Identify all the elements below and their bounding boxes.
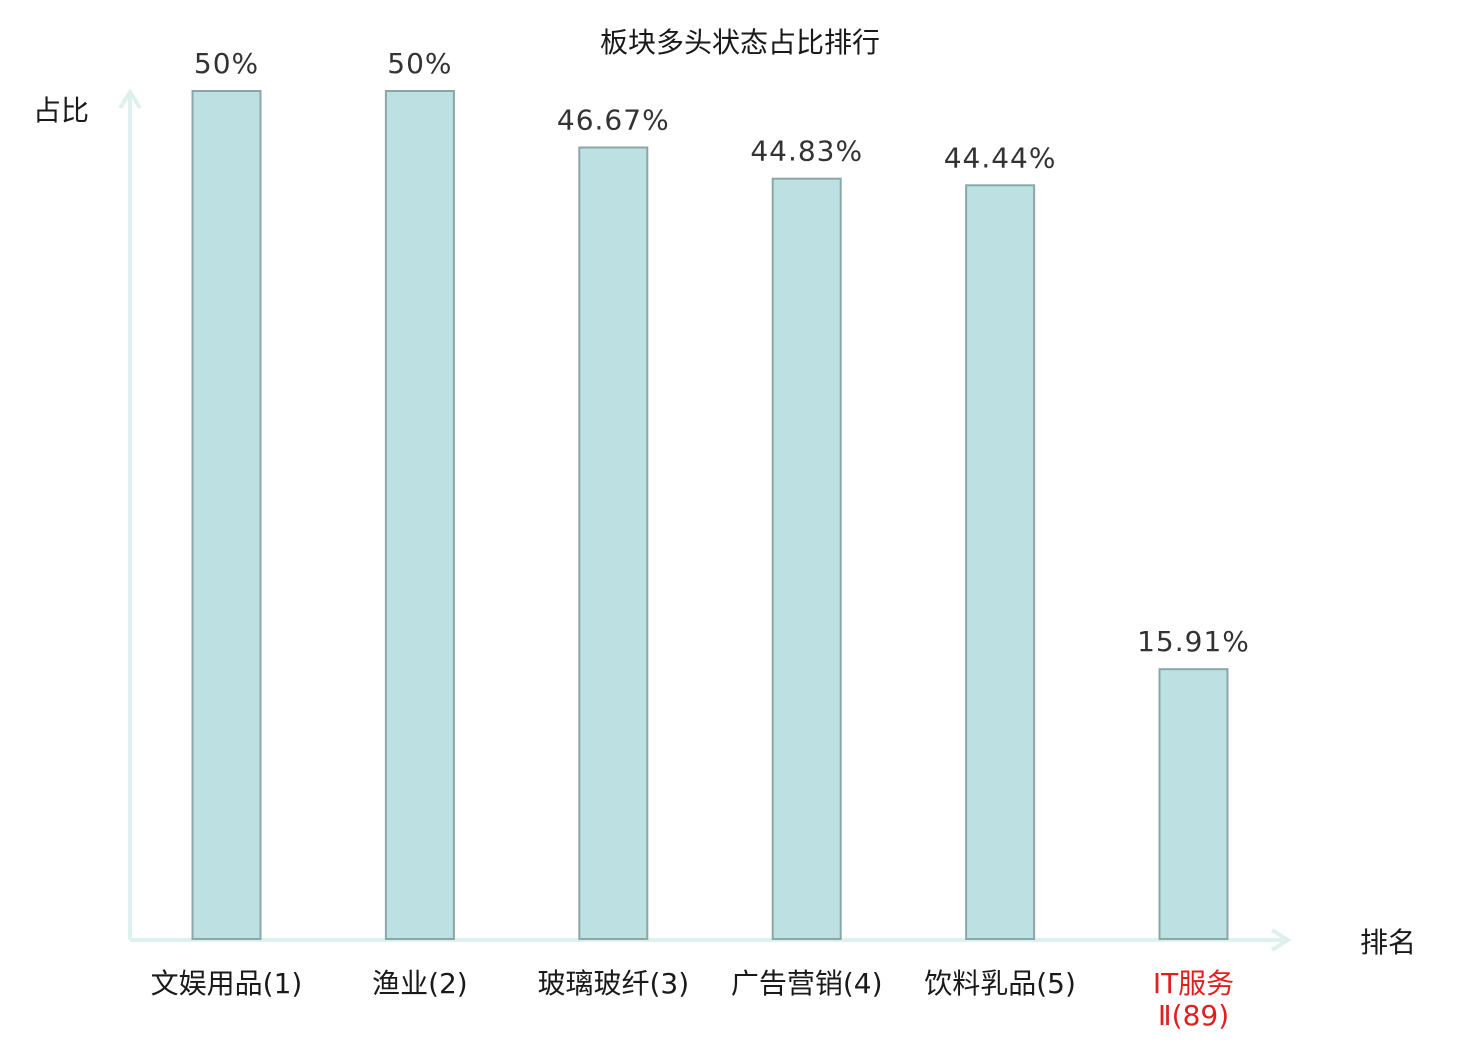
category-label: 渔业(2) <box>372 967 468 1000</box>
category-labels-group: 文娱用品(1) 渔业(2) 玻璃玻纤(3) 广告营销(4) 饮料乳品(5) IT服务Ⅱ(8… <box>151 967 1235 1032</box>
bar <box>191 90 262 940</box>
value-label: 44.83% <box>750 135 863 168</box>
category-label: 饮料乳品(5) <box>924 967 1076 1000</box>
x-axis-label: 排名 <box>1360 926 1416 959</box>
bars-group <box>191 90 1229 941</box>
category-label: IT服务 <box>1153 967 1234 1000</box>
y-axis: 占比 <box>33 88 142 940</box>
y-axis-label: 占比 <box>33 94 89 127</box>
category-label: 文娱用品(1) <box>151 967 303 1000</box>
bar <box>384 90 455 940</box>
category-label: Ⅱ(89) <box>1158 999 1229 1032</box>
value-label: 15.91% <box>1137 625 1250 658</box>
value-label: 44.44% <box>944 141 1057 174</box>
x-axis-arrow <box>1270 928 1292 952</box>
bar <box>771 177 842 940</box>
bar <box>1158 668 1229 940</box>
category-label: 玻璃玻纤(3) <box>537 967 689 1000</box>
bar <box>578 146 649 940</box>
y-axis-arrow <box>118 88 142 110</box>
value-label: 50% <box>194 47 259 80</box>
value-label: 50% <box>387 47 452 80</box>
value-label: 46.67% <box>557 104 670 137</box>
x-axis: 排名 <box>130 926 1416 959</box>
chart-title: 板块多头状态占比排行 <box>600 26 880 59</box>
bar <box>965 184 1036 941</box>
value-labels-group: 50% 50% 46.67% 44.83% 44.44% 15.91% <box>194 47 1250 658</box>
category-label: 广告营销(4) <box>731 967 883 1000</box>
